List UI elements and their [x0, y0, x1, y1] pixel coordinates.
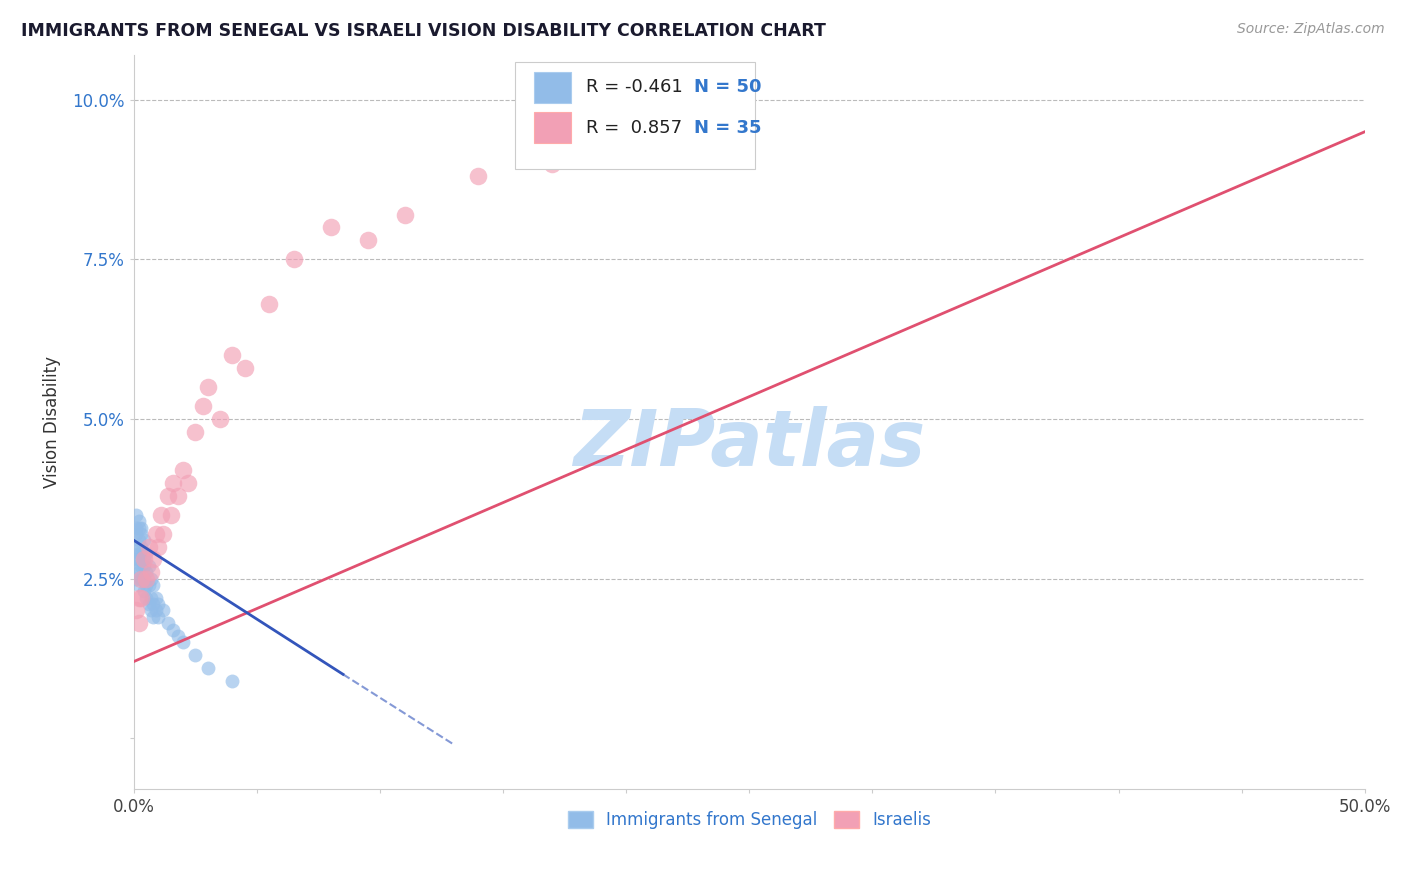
Point [128, 552, 150, 566]
Point [125, 572, 148, 586]
Point [129, 520, 152, 534]
Point [129, 572, 152, 586]
Point [128, 591, 150, 605]
Point [125, 527, 148, 541]
Point [152, 603, 174, 617]
Point [221, 348, 243, 362]
FancyBboxPatch shape [534, 72, 571, 103]
Point [128, 546, 150, 560]
Point [138, 578, 160, 592]
Point [132, 558, 155, 573]
Text: IMMIGRANTS FROM SENEGAL VS ISRAELI VISION DISABILITY CORRELATION CHART: IMMIGRANTS FROM SENEGAL VS ISRAELI VISIO… [21, 22, 825, 40]
Point [159, 508, 181, 522]
Point [142, 578, 165, 592]
Point [152, 527, 174, 541]
Point [148, 597, 170, 611]
Point [172, 635, 194, 649]
Text: ZIPatlas: ZIPatlas [574, 406, 925, 483]
Point [172, 463, 194, 477]
Point [139, 565, 162, 579]
Point [167, 489, 190, 503]
Point [135, 565, 157, 579]
Point [125, 558, 148, 573]
Point [135, 578, 157, 592]
Point [145, 527, 167, 541]
Point [257, 297, 280, 311]
Point [129, 572, 152, 586]
Point [132, 584, 155, 599]
Point [233, 360, 256, 375]
Text: N = 50: N = 50 [695, 78, 762, 96]
Point [128, 578, 150, 592]
Point [135, 591, 157, 605]
Point [541, 156, 564, 170]
Point [167, 629, 190, 643]
Point [197, 380, 219, 394]
Point [125, 552, 148, 566]
Legend: Immigrants from Senegal, Israelis: Immigrants from Senegal, Israelis [561, 805, 938, 836]
Point [157, 616, 180, 631]
Point [142, 610, 165, 624]
Point [132, 552, 155, 566]
Point [148, 540, 170, 554]
Point [132, 533, 155, 548]
Y-axis label: Vision Disability: Vision Disability [44, 356, 60, 488]
Point [149, 508, 172, 522]
Point [125, 508, 148, 522]
Point [128, 533, 150, 548]
Point [197, 661, 219, 675]
Point [148, 610, 170, 624]
Point [128, 514, 150, 528]
Point [128, 520, 150, 534]
Point [319, 220, 342, 235]
Point [125, 603, 148, 617]
Point [614, 144, 637, 158]
Point [135, 572, 157, 586]
Point [132, 572, 155, 586]
Point [138, 597, 160, 611]
Text: N = 35: N = 35 [695, 119, 762, 136]
Point [132, 552, 155, 566]
Point [162, 475, 184, 490]
Point [135, 546, 157, 560]
Point [139, 591, 162, 605]
Point [129, 591, 152, 605]
Point [356, 233, 378, 247]
Point [129, 540, 152, 554]
Point [184, 648, 207, 662]
Point [129, 546, 152, 560]
Point [467, 169, 489, 184]
Point [145, 603, 167, 617]
Point [145, 591, 167, 605]
Point [138, 540, 160, 554]
Text: Source: ZipAtlas.com: Source: ZipAtlas.com [1237, 22, 1385, 37]
Point [184, 425, 207, 439]
FancyBboxPatch shape [516, 62, 755, 169]
Point [125, 520, 148, 534]
Point [208, 412, 231, 426]
Point [129, 527, 152, 541]
Point [138, 558, 160, 573]
Point [162, 623, 184, 637]
Point [157, 489, 180, 503]
Point [394, 208, 416, 222]
Point [142, 552, 165, 566]
Point [713, 125, 735, 139]
FancyBboxPatch shape [534, 112, 571, 144]
Point [139, 603, 162, 617]
Text: R = -0.461: R = -0.461 [585, 78, 682, 96]
Point [221, 673, 243, 688]
Point [142, 597, 165, 611]
Point [191, 399, 214, 413]
Point [283, 252, 305, 267]
Point [139, 572, 162, 586]
Point [125, 540, 148, 554]
Text: R =  0.857: R = 0.857 [585, 119, 682, 136]
Point [128, 616, 150, 631]
Point [129, 558, 152, 573]
Point [128, 565, 150, 579]
Point [177, 475, 200, 490]
